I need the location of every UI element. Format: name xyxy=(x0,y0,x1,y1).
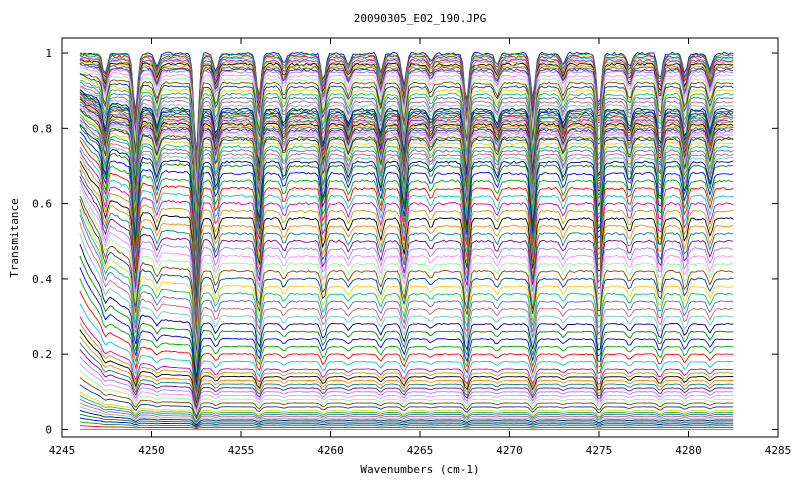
spectrum-series-line xyxy=(79,204,734,360)
y-tick-label: 1 xyxy=(45,47,52,60)
spectrum-series-line xyxy=(79,329,734,405)
y-tick-label: 0 xyxy=(45,423,52,436)
y-tick-label: 0.2 xyxy=(32,348,52,361)
spectrum-series-line xyxy=(79,391,734,422)
spectrum-series-line xyxy=(79,233,734,376)
spectrum-series-line xyxy=(79,110,734,286)
spectrum-series-line xyxy=(79,376,734,418)
spectrum-series-line xyxy=(79,77,734,216)
spectrum-series-line xyxy=(79,417,734,428)
spectrum-series-line xyxy=(79,209,734,365)
spectrum-series-line xyxy=(79,349,734,411)
spectrum-series-line xyxy=(79,91,734,252)
x-tick-label: 4280 xyxy=(675,444,702,457)
spectrum-series-line xyxy=(79,72,734,204)
spectrum-series-line xyxy=(79,60,734,176)
spectrum-series-line xyxy=(79,384,734,420)
x-tick-label: 4255 xyxy=(228,444,255,457)
spectrum-series-line xyxy=(79,179,734,344)
spectrum-series-line xyxy=(79,125,734,305)
spectrum-series-line xyxy=(79,395,734,423)
spectrum-series-line xyxy=(79,120,734,300)
spectrum-series-line xyxy=(79,398,734,423)
spectrum-series-line xyxy=(79,322,734,402)
x-tick-label: 4265 xyxy=(407,444,434,457)
spectrum-series-line xyxy=(79,58,734,170)
spectrum-series-line xyxy=(79,190,734,351)
spectrum-series-line xyxy=(79,185,734,346)
spectrum-series-line xyxy=(79,290,734,393)
x-tick-label: 4285 xyxy=(765,444,792,457)
x-axis-title: Wavenumbers (cm-1) xyxy=(360,463,479,476)
spectrum-series-line xyxy=(79,164,734,332)
spectrum-series-line xyxy=(79,362,734,415)
x-tick-label: 4275 xyxy=(586,444,613,457)
x-tick-label: 4250 xyxy=(138,444,165,457)
spectrum-series-line xyxy=(79,169,734,337)
spectrum-series-line xyxy=(79,85,734,233)
spectrum-series-line xyxy=(79,73,734,209)
spectrum-series-line xyxy=(79,267,734,386)
chart-title: 20090305_E02_190.JPG xyxy=(354,12,486,25)
spectrum-series-line xyxy=(79,222,734,371)
x-tick-label: 4260 xyxy=(317,444,344,457)
spectrum-series-line xyxy=(79,86,734,240)
spectrum-series-line xyxy=(79,278,734,390)
y-axis-title: Transmitance xyxy=(8,198,21,277)
spectrum-series-line xyxy=(79,55,734,165)
y-tick-label: 0.4 xyxy=(32,273,52,286)
spectrum-series-line xyxy=(79,140,734,315)
spectrum-series-line xyxy=(79,131,734,308)
spectrum-series-line xyxy=(79,303,734,397)
spectrum-series-line xyxy=(79,214,734,368)
spectrum-series-line xyxy=(79,79,734,222)
spectrum-series-line xyxy=(79,243,734,379)
spectrum-series-line xyxy=(79,316,734,401)
spectrum-series-line xyxy=(79,66,734,192)
spectrum-series-line xyxy=(79,195,734,353)
x-tick-label: 4270 xyxy=(496,444,523,457)
series-group xyxy=(79,51,734,430)
spectrum-series-line xyxy=(79,356,734,413)
spectrum-series-line xyxy=(79,149,734,323)
spectrum-series-line xyxy=(79,160,734,330)
spectrum-series-line xyxy=(79,413,734,427)
spectrum-series-line xyxy=(79,156,734,326)
spectrum-series-line xyxy=(79,255,734,382)
spectrum-series-line xyxy=(79,425,734,430)
spectrum-series-line xyxy=(79,402,734,424)
spectrum-series-line xyxy=(79,421,734,429)
y-tick-label: 0.6 xyxy=(32,198,52,211)
ticks-group: 4245 4250 4255 4260 4265 4270 4275 4280 4285 0 0.2… xyxy=(32,38,791,457)
spectrum-series-line xyxy=(79,136,734,311)
spectrum-series-line xyxy=(79,406,734,425)
spectrum-series-line xyxy=(79,119,734,297)
spectrum-series-line xyxy=(79,335,734,406)
spectrum-series-line xyxy=(79,342,734,408)
spectrum-series-line xyxy=(79,369,734,416)
spectrum-series-line xyxy=(79,198,734,357)
spectrum-series-line xyxy=(79,176,734,340)
x-tick-label: 4245 xyxy=(49,444,76,457)
y-tick-label: 0.8 xyxy=(32,122,52,135)
spectrum-series-line xyxy=(79,409,734,426)
spectrum-series-line xyxy=(79,146,734,319)
spectrum-series-line xyxy=(79,109,734,280)
spectrum-series-line xyxy=(79,70,734,198)
spectrum-series-line xyxy=(79,116,734,292)
